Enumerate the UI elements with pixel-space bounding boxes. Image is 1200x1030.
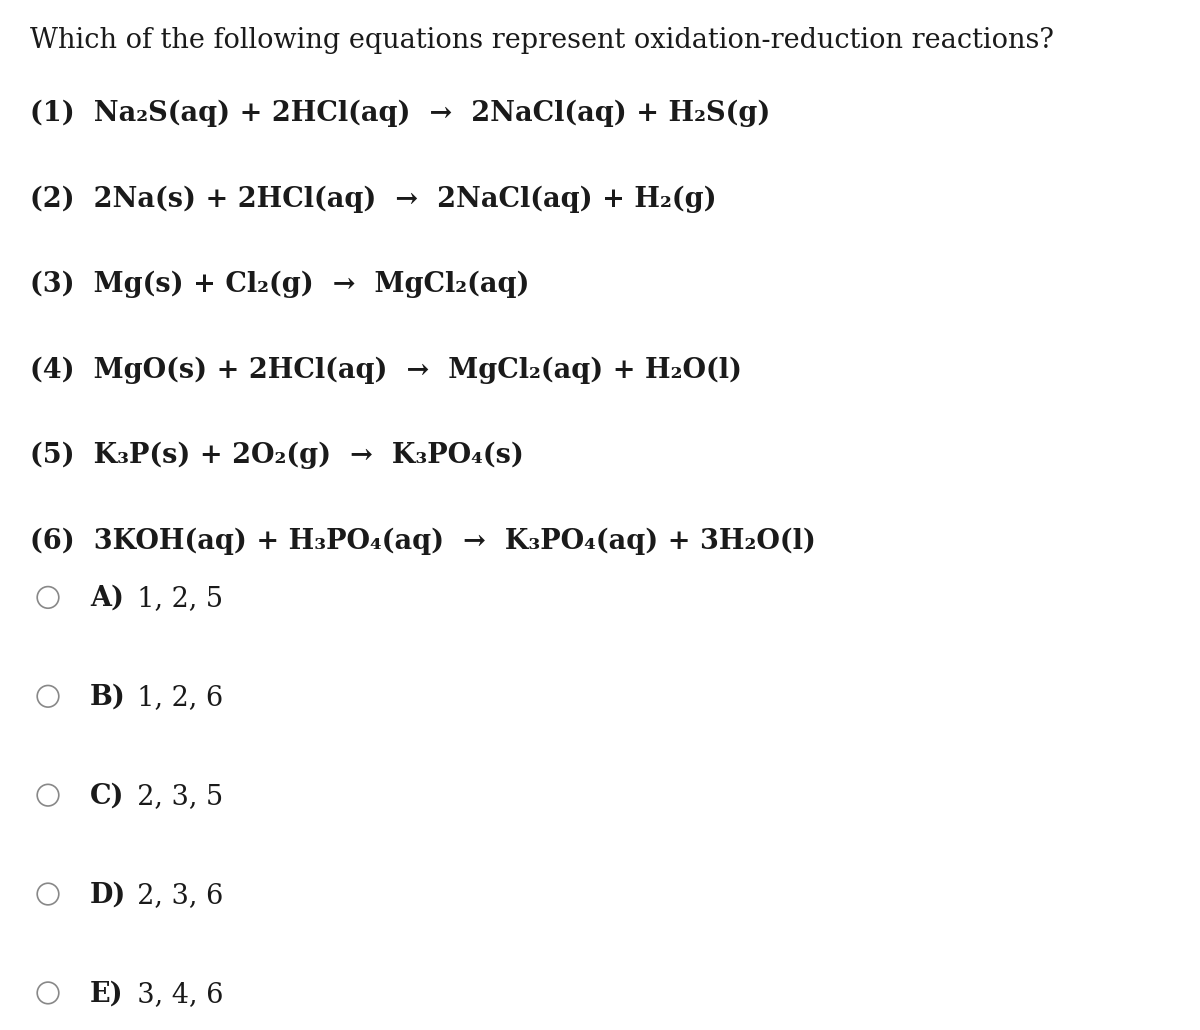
Text: 1, 2, 6: 1, 2, 6	[120, 684, 223, 711]
Text: Which of the following equations represent oxidation-reduction reactions?: Which of the following equations represe…	[30, 27, 1054, 54]
Text: 3, 4, 6: 3, 4, 6	[120, 981, 223, 1007]
Text: E): E)	[90, 981, 124, 1007]
Text: (4)  MgO(s) + 2HCl(aq)  →  MgCl₂(aq) + H₂O(l): (4) MgO(s) + 2HCl(aq) → MgCl₂(aq) + H₂O(…	[30, 356, 742, 384]
Text: (5)  K₃P(s) + 2O₂(g)  →  K₃PO₄(s): (5) K₃P(s) + 2O₂(g) → K₃PO₄(s)	[30, 442, 524, 470]
Text: B): B)	[90, 684, 126, 711]
Text: D): D)	[90, 882, 126, 908]
Text: A): A)	[90, 585, 124, 612]
Text: (6)  3KOH(aq) + H₃PO₄(aq)  →  K₃PO₄(aq) + 3H₂O(l): (6) 3KOH(aq) + H₃PO₄(aq) → K₃PO₄(aq) + 3…	[30, 527, 816, 555]
Text: (3)  Mg(s) + Cl₂(g)  →  MgCl₂(aq): (3) Mg(s) + Cl₂(g) → MgCl₂(aq)	[30, 271, 529, 299]
Text: (1)  Na₂S(aq) + 2HCl(aq)  →  2NaCl(aq) + H₂S(g): (1) Na₂S(aq) + 2HCl(aq) → 2NaCl(aq) + H₂…	[30, 100, 770, 128]
Text: 2, 3, 6: 2, 3, 6	[120, 882, 223, 908]
Text: (2)  2Na(s) + 2HCl(aq)  →  2NaCl(aq) + H₂(g): (2) 2Na(s) + 2HCl(aq) → 2NaCl(aq) + H₂(g…	[30, 185, 716, 213]
Text: 1, 2, 5: 1, 2, 5	[120, 585, 223, 612]
Text: C): C)	[90, 783, 125, 810]
Text: 2, 3, 5: 2, 3, 5	[120, 783, 223, 810]
